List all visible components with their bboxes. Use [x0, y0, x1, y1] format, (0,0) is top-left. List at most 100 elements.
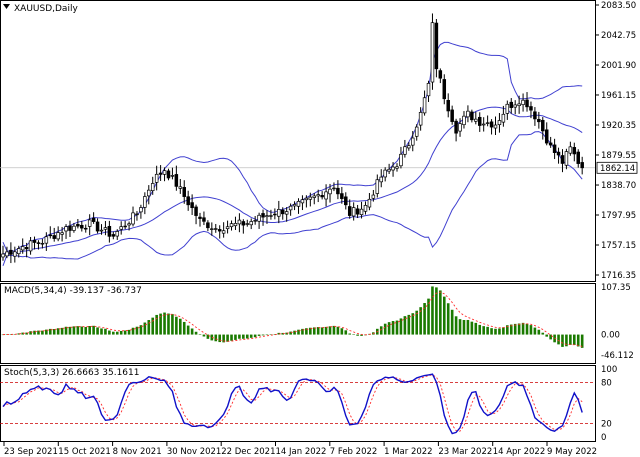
- time-tick-label: 7 Feb 2022: [330, 447, 378, 457]
- bollinger-bands: [2, 41, 583, 266]
- candle-body: [60, 232, 64, 235]
- candle-body: [229, 223, 234, 228]
- macd-bar: [502, 327, 505, 335]
- macd-bar: [45, 329, 48, 335]
- macd-bar: [226, 334, 229, 342]
- macd-bar: [198, 334, 202, 335]
- candle-body: [572, 147, 577, 155]
- macd-bar: [92, 325, 95, 335]
- candle-body: [395, 166, 399, 169]
- candle-body: [143, 196, 147, 208]
- macd-bar: [281, 332, 285, 335]
- candle-body: [489, 121, 494, 128]
- stochastic-lines: [2, 373, 583, 435]
- candle-body: [284, 211, 289, 215]
- candlesticks: [1, 13, 584, 264]
- macd-bar: [210, 334, 214, 341]
- candle-body: [418, 112, 423, 126]
- macd-bar: [147, 320, 151, 335]
- candle-body: [493, 124, 498, 129]
- macd-bar: [482, 326, 485, 335]
- macd-bar: [470, 321, 474, 335]
- candle-body: [257, 214, 261, 222]
- stoch-tick-label: 20: [601, 419, 612, 429]
- price-tick-label: 1757.15: [601, 241, 636, 251]
- candle-body: [462, 115, 466, 126]
- bollinger-lower-line: [2, 131, 583, 266]
- macd-signal-path: [2, 291, 583, 347]
- candle-body: [9, 249, 13, 255]
- candle-body: [52, 235, 56, 239]
- price-tick-label: 1879.55: [601, 151, 636, 161]
- macd-bar: [72, 326, 76, 335]
- price-tick-label: 2083.50: [601, 1, 636, 11]
- price-tick-label: 2042.75: [601, 31, 636, 41]
- time-tick-label: 23 Mar 2022: [438, 447, 492, 457]
- macd-bar: [450, 309, 454, 335]
- macd-bar: [399, 318, 403, 335]
- macd-bar: [490, 328, 493, 335]
- time-tick-label: 23 Sep 2021: [4, 447, 58, 457]
- macd-bar: [33, 330, 36, 335]
- price-axis[interactable]: 2083.50 2042.75 2001.90 1961.15 1920.35 1879.…: [595, 1, 636, 281]
- macd-bar: [186, 325, 190, 335]
- candle-body: [407, 145, 411, 149]
- candle-body: [123, 225, 127, 228]
- candle-body: [36, 242, 41, 244]
- candle-body: [446, 100, 450, 112]
- macd-indicator-label: MACD(5,34,4) -39.137 -36.737: [4, 286, 142, 296]
- macd-bar: [494, 328, 497, 335]
- candle-body: [107, 225, 112, 237]
- candle-body: [210, 228, 214, 230]
- macd-bar: [171, 314, 174, 335]
- macd-bar: [458, 319, 462, 335]
- stoch-tick-label: 0: [601, 433, 606, 443]
- macd-bar: [159, 313, 162, 335]
- stoch-axis[interactable]: 100 80 20 0: [601, 365, 617, 443]
- macd-bar: [573, 334, 576, 345]
- macd-bar: [403, 316, 407, 335]
- stoch-main-path: [2, 373, 583, 435]
- macd-bar: [135, 326, 139, 335]
- macd-bar: [486, 326, 489, 335]
- macd-bar: [37, 330, 40, 335]
- candle-body: [68, 225, 72, 231]
- candle-body: [355, 208, 360, 215]
- macd-bar: [269, 334, 273, 335]
- collapse-arrow-icon[interactable]: [3, 4, 10, 9]
- candle-body: [95, 221, 100, 232]
- candle-body: [245, 223, 250, 225]
- macd-pane[interactable]: MACD(5,34,4) -39.137 -36.737: [0, 283, 596, 364]
- macd-bar: [112, 331, 115, 335]
- stoch-indicator-label: Stoch(5,3,3) 26.6663 35.1611: [4, 368, 139, 378]
- macd-bar: [88, 326, 91, 335]
- candle-body: [28, 240, 33, 252]
- stoch-pane[interactable]: Stoch(5,3,3) 26.6663 35.1611: [0, 365, 596, 442]
- candle-body: [568, 146, 573, 154]
- macd-bar: [435, 287, 438, 335]
- candle-body: [450, 109, 454, 122]
- candle-body: [340, 193, 344, 199]
- current-price-marker: 1862.14: [596, 161, 638, 174]
- macd-bar: [316, 327, 320, 335]
- time-tick-label: 15 Oct 2021: [58, 447, 111, 457]
- time-tick-label: 14 Apr 2022: [493, 447, 546, 457]
- candle-body: [131, 212, 135, 225]
- macd-bar: [261, 334, 265, 336]
- candle-body: [470, 111, 474, 121]
- candle-body: [56, 232, 60, 240]
- candle-body: [438, 70, 443, 79]
- candle-body: [332, 187, 336, 190]
- macd-bar: [214, 334, 218, 342]
- candle-body: [434, 22, 439, 70]
- macd-axis[interactable]: 107.35 0.00 -46.112: [601, 283, 634, 361]
- macd-bar: [245, 334, 249, 339]
- candle-body: [115, 231, 120, 237]
- candle-body: [296, 201, 301, 207]
- price-pane[interactable]: XAUUSD,Daily: [0, 0, 596, 282]
- candle-body: [371, 194, 376, 199]
- macd-bar: [151, 317, 155, 335]
- time-axis[interactable]: 23 Sep 2021 15 Oct 2021 8 Nov 2021 30 Nov 2…: [3, 442, 597, 457]
- macd-bar: [474, 322, 478, 335]
